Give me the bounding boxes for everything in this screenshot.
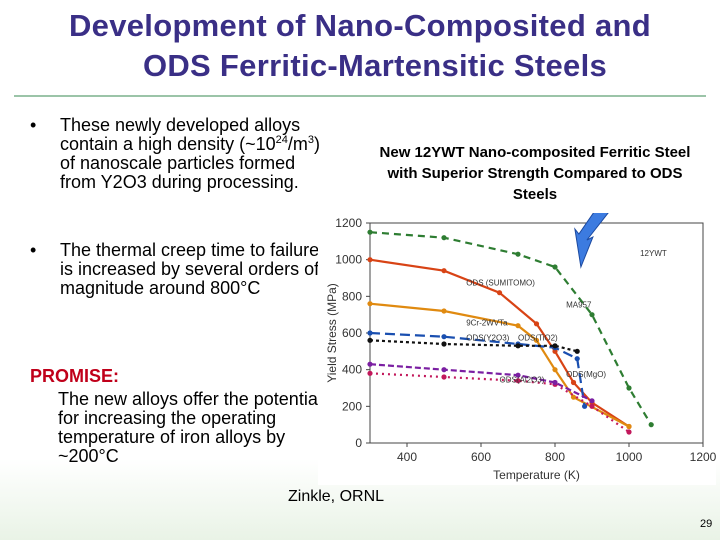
title-line-1: Development of Nano-Composited and <box>68 8 651 43</box>
data-point <box>496 290 503 296</box>
data-point <box>515 343 521 349</box>
data-point <box>626 385 632 391</box>
series-line <box>369 331 586 407</box>
series-line <box>369 231 653 426</box>
data-point <box>367 229 373 235</box>
data-point <box>552 343 558 349</box>
data-point <box>574 348 580 354</box>
data-point <box>626 429 632 435</box>
series-annotation: ODS(TiO2) <box>518 333 558 342</box>
data-point <box>441 235 447 241</box>
y-tick-label: 1200 <box>335 216 362 230</box>
bullet-symbol: • <box>30 240 37 260</box>
data-point <box>367 257 373 263</box>
y-axis-label: Yield Stress (MPa) <box>325 283 339 383</box>
series-annotation: 9Cr-2WVTa <box>466 319 508 328</box>
data-point <box>367 361 373 367</box>
data-point <box>441 334 447 340</box>
data-point <box>626 423 632 430</box>
series-annotation: ODS(Al2O3) <box>500 376 545 385</box>
slide-number: 29 <box>700 518 713 530</box>
data-point <box>552 264 558 270</box>
series-annotation: ODS(Y2O3) <box>466 333 509 342</box>
promise-heading: PROMISE: <box>30 366 120 386</box>
bullet-text-2: The thermal creep time to failure is inc… <box>60 240 320 298</box>
y-tick-label: 800 <box>342 289 362 303</box>
x-tick-label: 1200 <box>690 450 716 464</box>
data-point <box>589 312 595 318</box>
x-tick-label: 1000 <box>616 450 643 464</box>
series-annotation: MA957 <box>566 300 592 309</box>
data-point <box>367 301 373 307</box>
title-line-2: ODS Ferritic-Martensitic Steels <box>142 48 608 83</box>
data-point <box>515 378 521 384</box>
data-point <box>552 367 558 373</box>
x-axis-label: Temperature (K) <box>493 468 580 482</box>
data-point <box>441 341 447 347</box>
data-point <box>441 374 447 380</box>
chart-svg: 0 200 400 600 800 1000 1200 400 600 800 1000 1200 Te… <box>325 204 717 482</box>
y-tick-label: 200 <box>342 399 362 413</box>
data-point <box>533 337 540 343</box>
data-point <box>552 379 558 386</box>
x-tick-label: 800 <box>545 450 565 464</box>
series-line <box>369 339 578 353</box>
data-point <box>441 367 447 373</box>
x-tick-label: 400 <box>397 450 417 464</box>
series-annotation: ODS(MgO) <box>566 370 606 379</box>
y-tick-label: 600 <box>342 326 362 340</box>
data-point <box>533 321 540 327</box>
chart-caption: New 12YWT Nano-composited Ferritic Steel… <box>379 144 691 203</box>
data-point <box>515 323 521 329</box>
x-tick-label: 600 <box>471 450 491 464</box>
data-point <box>570 379 577 386</box>
y-tick-label: 0 <box>355 436 362 450</box>
data-point <box>367 337 373 343</box>
data-point <box>574 356 580 362</box>
yield-stress-chart: 0 200 400 600 800 1000 1200 400 600 800 1000 1200 Te… <box>318 204 717 485</box>
series-line <box>369 258 630 428</box>
y-tick-label: 400 <box>342 363 362 377</box>
title-divider <box>14 95 706 97</box>
data-point <box>552 348 558 354</box>
data-point <box>570 394 577 400</box>
bullet-text-1: These newly developed alloys contain a h… <box>60 115 321 192</box>
promise-text: The new alloys offer the potential for i… <box>58 389 322 466</box>
series-line <box>369 372 630 433</box>
data-point <box>515 251 521 257</box>
series-annotation: 12YWT <box>640 249 667 258</box>
pointer-arrow <box>574 204 610 269</box>
data-point <box>515 372 521 378</box>
data-point <box>367 370 373 376</box>
data-point <box>589 398 595 404</box>
data-point <box>589 403 595 409</box>
series-line <box>369 363 593 402</box>
series-annotation: ODS (SUMITOMO) <box>466 278 535 287</box>
y-tick-label: 1000 <box>335 253 362 267</box>
data-point <box>441 268 447 274</box>
data-point <box>367 330 373 336</box>
credit-text: Zinkle, ORNL <box>288 488 385 505</box>
bullet-symbol: • <box>30 115 37 135</box>
data-point <box>582 403 588 409</box>
data-point <box>648 422 654 428</box>
slide-title: Development of Nano-Composited and ODS F… <box>0 6 720 86</box>
data-point <box>441 308 447 314</box>
